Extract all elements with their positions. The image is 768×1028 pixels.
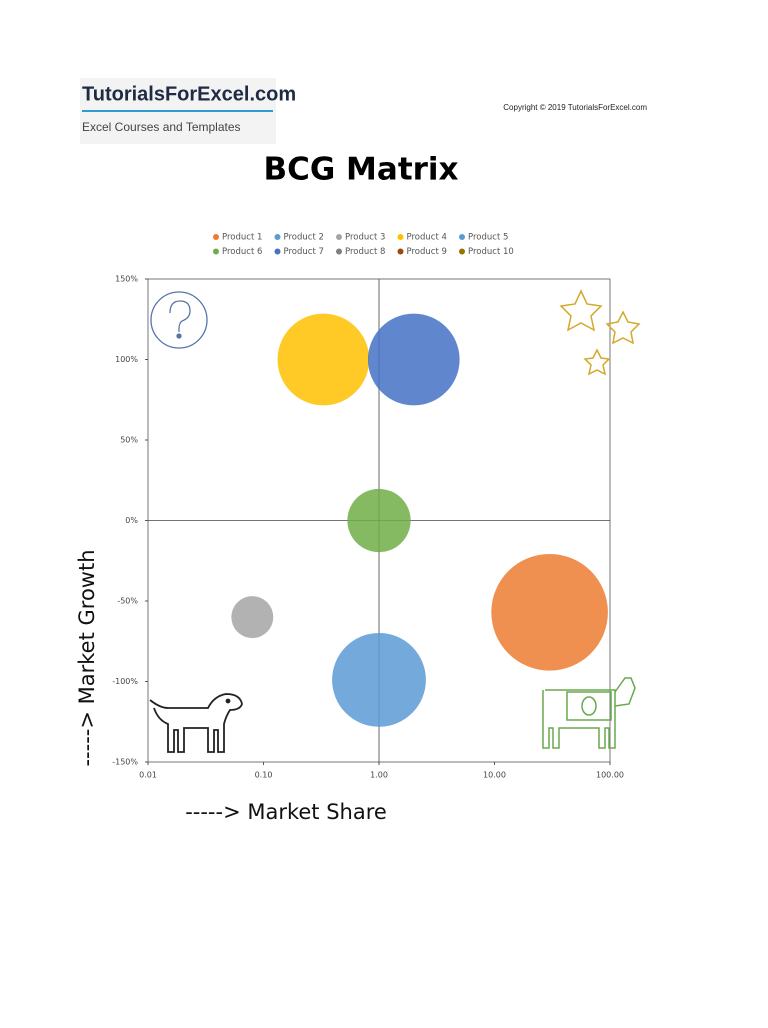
bubble (347, 488, 411, 553)
brand: TutorialsForExcel.com (82, 83, 296, 105)
legend-label: Product 5 (468, 233, 508, 243)
legend-swatch (459, 234, 465, 240)
stars-icon (559, 289, 641, 376)
y-tick-label: 150% (115, 275, 138, 284)
legend-label: Product 7 (284, 247, 324, 257)
y-tick-label: -150% (112, 758, 138, 767)
y-tick-label: 100% (115, 355, 138, 364)
legend-label: Product 10 (468, 247, 514, 257)
legend-label: Product 8 (345, 247, 385, 257)
x-axis-label: -----> Market Share (185, 800, 387, 824)
legend-label: Product 9 (407, 247, 447, 257)
tagline: Excel Courses and Templates (82, 120, 241, 134)
copyright: Copyright © 2019 TutorialsForExcel.com (503, 103, 647, 112)
cow-icon (542, 677, 636, 749)
x-tick-label: 0.10 (255, 771, 273, 780)
x-tick-label: 1.00 (370, 771, 388, 780)
question-icon (150, 291, 208, 349)
x-tick-label: 100.00 (596, 771, 624, 780)
y-tick-label: 50% (120, 436, 138, 445)
legend-label: Product 4 (407, 233, 447, 243)
legend-swatch (213, 248, 219, 255)
y-tick-label: 0% (125, 516, 138, 525)
x-tick-label: 0.01 (139, 771, 157, 780)
legend-label: Product 6 (222, 247, 262, 257)
legend-swatch (336, 248, 342, 255)
bubble (231, 596, 274, 639)
bubble (367, 313, 460, 406)
legend-label: Product 2 (284, 233, 324, 243)
legend-swatch (274, 248, 281, 255)
y-tick-label: -100% (112, 677, 138, 686)
legend-swatch (213, 234, 219, 240)
x-tick-label: 10.00 (483, 771, 506, 780)
legend-swatch (459, 248, 465, 255)
bubble (332, 632, 426, 727)
legend-swatch (397, 234, 404, 240)
bubble (277, 313, 370, 406)
legend-label: Product 1 (222, 233, 262, 243)
dog-icon (149, 693, 243, 753)
chart-title: BCG Matrix (263, 152, 458, 188)
bubble (491, 553, 608, 671)
y-tick-label: -50% (117, 597, 138, 606)
plot-area: 150% 100% 50% 0% -50% -100% -150%0.01 0.10 1.00 1… (112, 275, 624, 780)
y-axis-label: -----> Market Growth (75, 549, 99, 766)
legend-swatch (336, 234, 342, 240)
legend-label: Product 3 (345, 233, 385, 243)
legend-swatch (274, 234, 281, 240)
legend-swatch (397, 248, 404, 255)
